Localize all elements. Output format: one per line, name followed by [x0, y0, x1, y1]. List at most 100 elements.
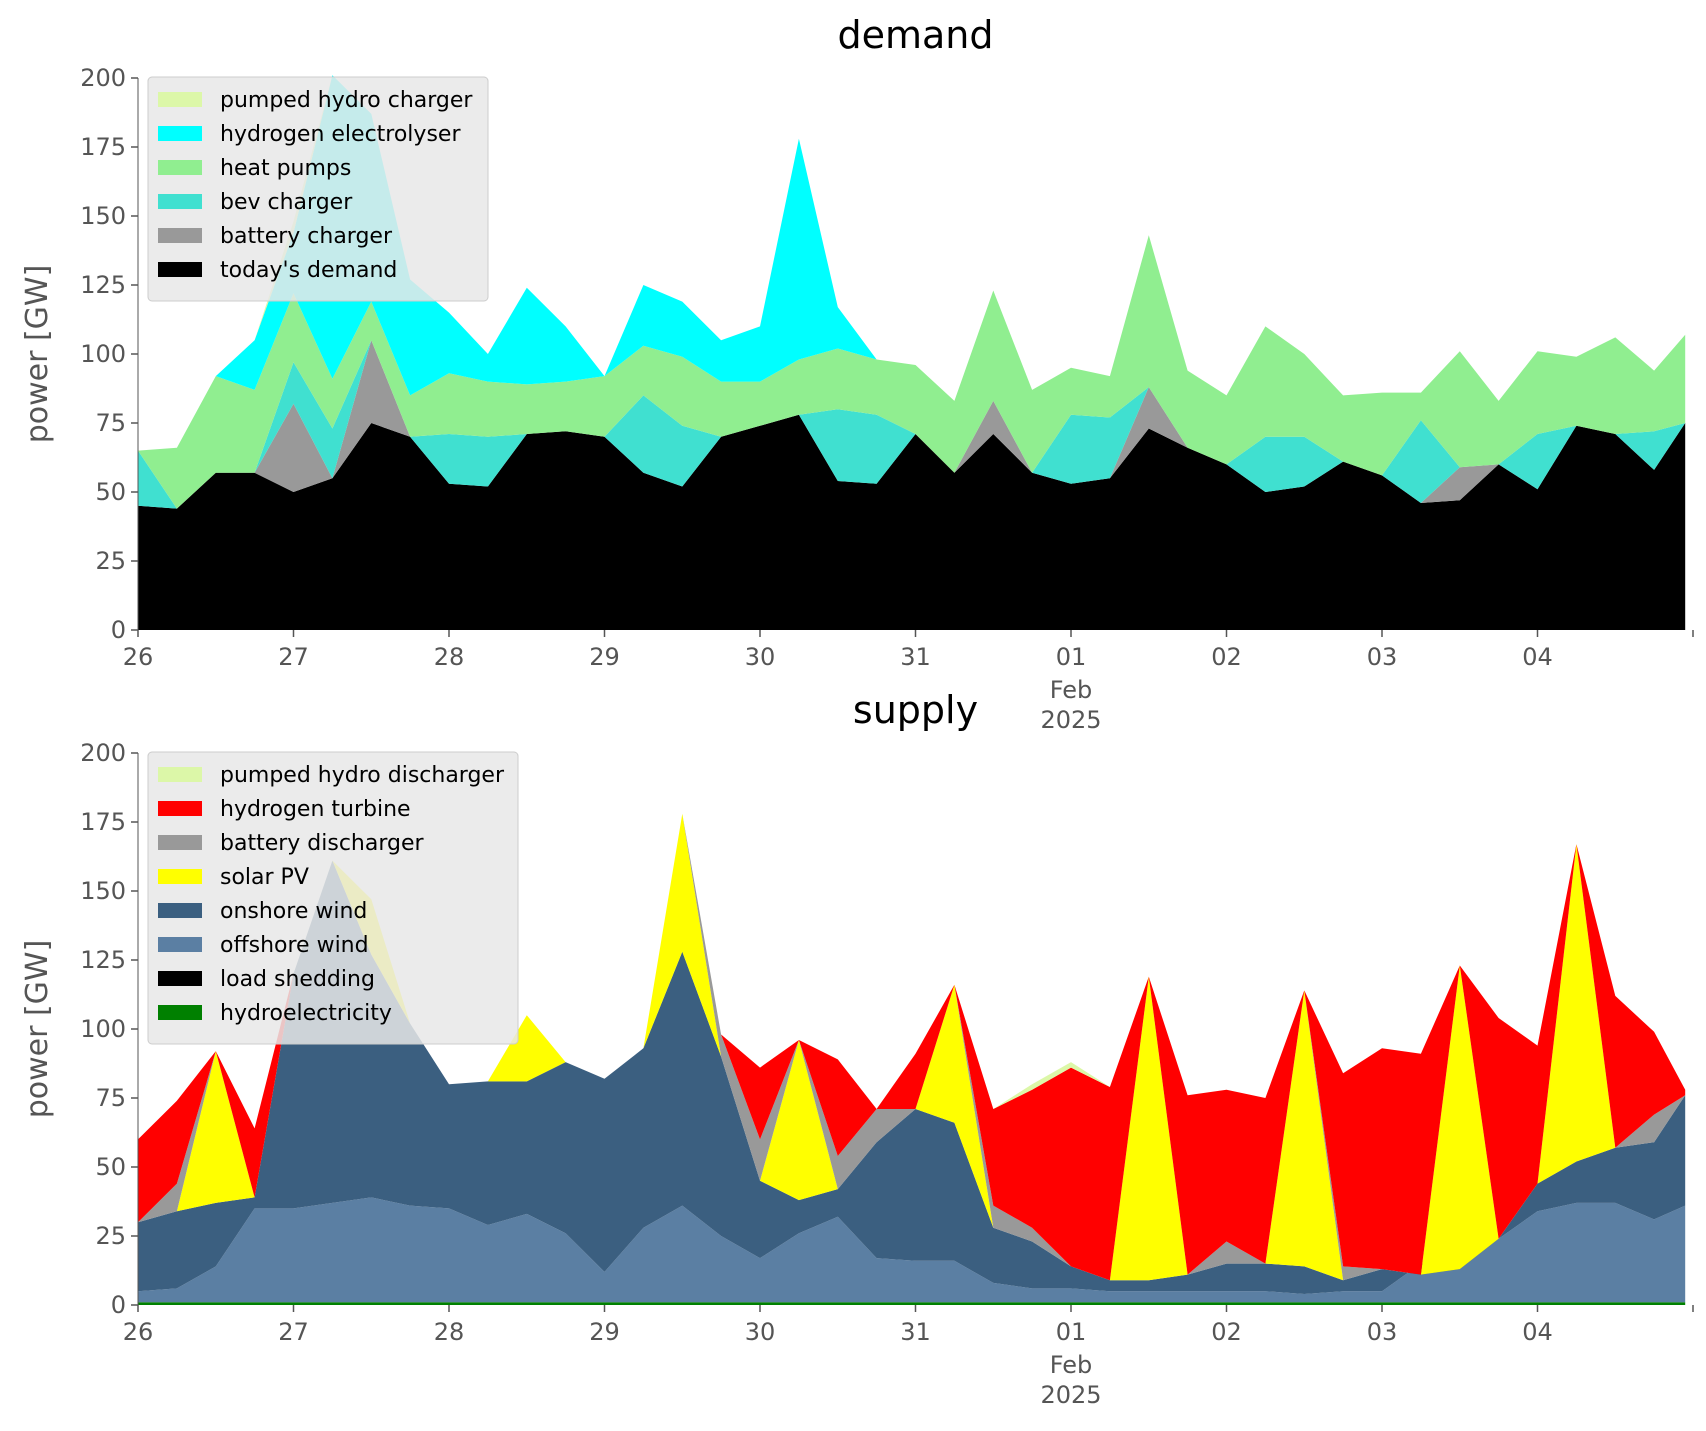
- legend-item: battery discharger: [158, 831, 425, 856]
- x-tick-month: Feb: [1050, 676, 1093, 704]
- y-tick-label: 75: [95, 1084, 126, 1112]
- legend-item: hydrogen turbine: [158, 797, 411, 822]
- chart-panel-supply: supply power [GW] 0 25 50 75 100 125 150 175 200 26…: [20, 688, 1694, 1409]
- x-tick-label: 30: [745, 1318, 776, 1346]
- legend-swatch: [158, 228, 202, 243]
- legend-label: offshore wind: [220, 933, 369, 958]
- legend-item: hydroelectricity: [158, 1001, 392, 1026]
- legend-item: battery charger: [158, 224, 393, 249]
- legend-swatch: [158, 160, 202, 175]
- x-tick-year: 2025: [1040, 1381, 1101, 1409]
- legend-label: battery discharger: [220, 831, 425, 856]
- x-tick-label: 29: [589, 643, 620, 671]
- legend-label: onshore wind: [220, 899, 367, 924]
- y-tick-label: 0: [111, 616, 126, 644]
- chart-title: demand: [837, 13, 993, 57]
- x-tick-label: 31: [900, 643, 931, 671]
- legend-box: [147, 76, 489, 302]
- x-tick-label: 27: [278, 1318, 309, 1346]
- area-series-group: [138, 813, 1686, 1305]
- legend-item: offshore wind: [158, 933, 369, 958]
- legend-label: hydrogen electrolyser: [220, 122, 461, 147]
- legend-item: load shedding: [158, 967, 375, 992]
- x-tick-label: 26: [123, 643, 154, 671]
- y-axis-label: power [GW]: [20, 940, 55, 1119]
- legend-swatch: [158, 937, 202, 952]
- x-tick-label: 02: [1211, 643, 1242, 671]
- area-bev-charger: [138, 340, 1686, 509]
- legend-item: pumped hydro charger: [158, 88, 473, 113]
- x-tick-year: 2025: [1040, 706, 1101, 734]
- y-tick-label: 50: [95, 478, 126, 506]
- y-tick-label: 175: [80, 808, 126, 836]
- x-tick-label: 26: [123, 1318, 154, 1346]
- legend-swatch: [158, 767, 202, 782]
- y-tick-label: 200: [80, 739, 126, 767]
- legend-label: pumped hydro charger: [220, 88, 473, 113]
- chart-title: supply: [853, 688, 978, 732]
- y-tick-label: 50: [95, 1153, 126, 1181]
- legend-label: solar PV: [220, 865, 309, 890]
- legend-label: heat pumps: [220, 156, 351, 181]
- legend-label: load shedding: [220, 967, 375, 992]
- x-tick-month: Feb: [1050, 1351, 1093, 1379]
- x-tick-label: 03: [1367, 643, 1398, 671]
- y-tick-label: 200: [80, 64, 126, 92]
- legend-swatch: [158, 194, 202, 209]
- legend-item: solar PV: [158, 865, 309, 890]
- x-tick-label: 02: [1211, 1318, 1242, 1346]
- y-tick-label: 25: [95, 1222, 126, 1250]
- legend-label: battery charger: [220, 224, 393, 249]
- x-tick-label: 01: [1056, 643, 1087, 671]
- area-heat-pumps: [138, 235, 1686, 509]
- legend-swatch: [158, 92, 202, 107]
- area-series-group: [138, 75, 1686, 630]
- y-axis-label: power [GW]: [20, 265, 55, 444]
- legend: pumped hydro charger hydrogen electrolyse…: [147, 76, 489, 302]
- y-tick-label: 100: [80, 1015, 126, 1043]
- legend-swatch: [158, 971, 202, 986]
- x-tick-label: 04: [1522, 643, 1553, 671]
- legend-item: today's demand: [158, 258, 397, 283]
- legend-swatch: [158, 262, 202, 277]
- y-tick-label: 125: [80, 271, 126, 299]
- legend-box: [147, 751, 519, 1045]
- y-tick-label: 125: [80, 946, 126, 974]
- area-hydroelectricity: [138, 1302, 1686, 1305]
- legend-label: pumped hydro discharger: [220, 763, 505, 788]
- x-tick-label: 29: [589, 1318, 620, 1346]
- legend-label: hydrogen turbine: [220, 797, 411, 822]
- legend-swatch: [158, 126, 202, 141]
- legend-label: hydroelectricity: [220, 1001, 392, 1026]
- legend-item: hydrogen electrolyser: [158, 122, 461, 147]
- area-today-s-demand: [138, 414, 1686, 630]
- x-tick-label: 28: [434, 643, 465, 671]
- x-tick-label: 28: [434, 1318, 465, 1346]
- y-tick-label: 0: [111, 1291, 126, 1319]
- y-tick-label: 100: [80, 340, 126, 368]
- legend-swatch: [158, 903, 202, 918]
- y-tick-label: 25: [95, 547, 126, 575]
- legend-swatch: [158, 1005, 202, 1020]
- legend-swatch: [158, 835, 202, 850]
- area-offshore-wind: [138, 1197, 1686, 1303]
- legend-item: heat pumps: [158, 156, 351, 181]
- x-tick-label: 30: [745, 643, 776, 671]
- area-solar-pv: [138, 813, 1686, 1281]
- legend-label: today's demand: [220, 258, 397, 283]
- y-tick-label: 75: [95, 409, 126, 437]
- x-tick-label: 04: [1522, 1318, 1553, 1346]
- x-tick-label: 31: [900, 1318, 931, 1346]
- legend-swatch: [158, 869, 202, 884]
- legend-item: bev charger: [158, 190, 353, 215]
- area-hydrogen-electrolyser: [138, 75, 1686, 451]
- y-tick-label: 175: [80, 133, 126, 161]
- x-tick-label: 01: [1056, 1318, 1087, 1346]
- legend: pumped hydro discharger hydrogen turbine b…: [147, 751, 519, 1045]
- area-onshore-wind: [138, 860, 1686, 1294]
- legend-item: onshore wind: [158, 899, 367, 924]
- y-tick-label: 150: [80, 202, 126, 230]
- chart-panel-demand: demand power [GW] 0 25 50 75 100 125 150 175 200 26…: [20, 13, 1694, 734]
- legend-item: pumped hydro discharger: [158, 763, 505, 788]
